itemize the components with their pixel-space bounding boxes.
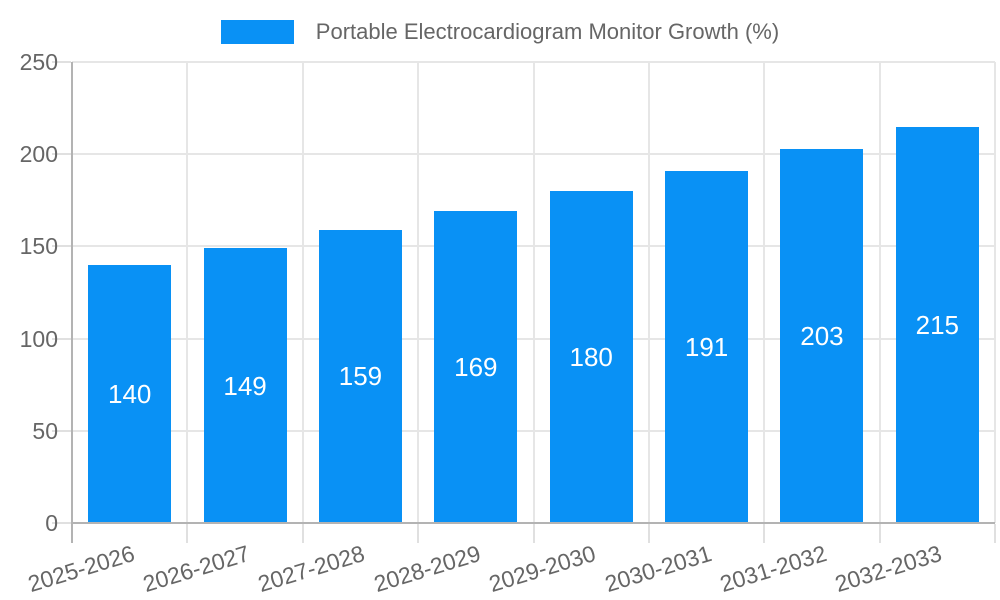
bar-value-label: 215 [915,309,959,340]
x-axis-label: 2031-2032 [716,540,830,598]
bar[interactable]: 159 [318,229,402,523]
y-axis-label: 0 [45,510,58,536]
y-tick-mark [52,245,71,248]
v-gridline [301,62,304,523]
x-tick-mark [186,524,189,543]
bar-value-label: 191 [684,331,729,362]
legend-swatch [220,20,294,44]
x-axis-label: 2030-2031 [601,540,715,598]
x-tick-mark [763,524,766,543]
v-gridline [878,62,881,523]
x-axis-label: 2027-2028 [255,540,369,598]
v-gridline [994,62,996,523]
bar-value-label: 159 [338,361,383,392]
x-axis-baseline [72,522,995,524]
x-tick-mark [532,524,535,543]
bar-value-label: 140 [107,378,152,409]
bar[interactable]: 191 [665,170,749,523]
v-gridline [417,62,420,523]
bar-value-label: 149 [223,370,267,401]
y-axis-label: 150 [19,233,58,260]
v-gridline [532,62,535,523]
v-gridline [647,62,650,523]
y-tick-mark [52,337,71,340]
x-tick-mark [71,524,73,543]
v-gridline [763,62,766,523]
x-axis-label: 2025-2026 [24,540,138,598]
y-axis-line [71,62,73,542]
bar[interactable]: 180 [549,191,633,523]
y-axis-label: 250 [19,49,58,75]
bar[interactable]: 169 [434,211,518,523]
y-tick-mark [52,429,71,432]
y-axis-label: 50 [32,417,58,444]
x-axis-label: 2028-2029 [370,540,484,598]
legend-label: Portable Electrocardiogram Monitor Growt… [315,19,780,44]
bar[interactable]: 140 [88,264,172,523]
chart-legend: Portable Electrocardiogram Monitor Growt… [0,19,1000,45]
x-axis-label: 2032-2033 [832,540,945,598]
x-tick-mark [417,524,420,543]
bar-value-label: 169 [454,352,498,383]
y-axis-label: 200 [19,141,58,168]
x-tick-mark [878,524,881,543]
x-tick-mark [647,524,650,543]
plot-area: 140 149 159 169 180 191 203 215 [72,61,996,523]
y-tick-mark [52,153,71,156]
y-tick-mark [52,61,71,63]
v-gridline [186,62,189,523]
x-axis-label: 2029-2030 [485,540,599,598]
bar-value-label: 203 [800,320,844,351]
x-axis-label: 2026-2027 [139,540,253,598]
x-tick-mark [994,524,996,543]
y-axis-label: 100 [19,325,58,352]
bar-value-label: 180 [569,342,613,373]
bar[interactable]: 215 [895,126,979,523]
x-tick-mark [301,524,304,543]
bar[interactable]: 203 [780,148,864,523]
y-tick-mark [52,522,71,524]
bar[interactable]: 149 [203,248,287,523]
